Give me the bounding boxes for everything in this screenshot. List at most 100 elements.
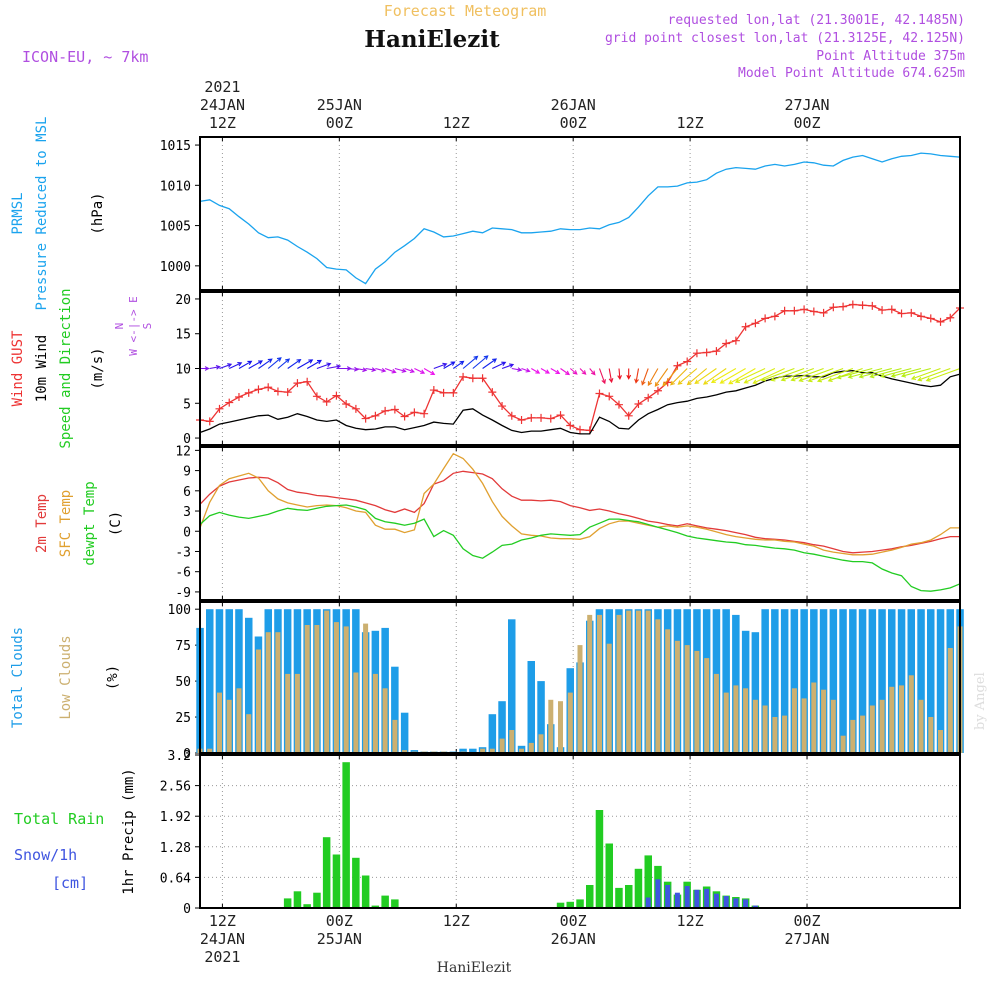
wind-gust-marker [624, 411, 633, 420]
clouds-ytick-label: 25 [175, 711, 191, 726]
bottom-time-label: 24JAN [200, 930, 245, 948]
clouds-bar [519, 748, 524, 753]
temperature-frame [199, 446, 961, 601]
wind-direction-arrow [847, 367, 883, 379]
wind-direction-arrow [492, 361, 507, 369]
precip-bar [615, 887, 623, 908]
wind-direction-arrow [521, 367, 531, 373]
clouds-bar [878, 609, 886, 753]
precip-bar [293, 891, 302, 908]
precip-bar [723, 896, 729, 908]
wind-gust-marker [517, 415, 526, 424]
precip-bar [332, 854, 341, 908]
precip-bar [625, 885, 633, 908]
wind-gust-marker [907, 308, 916, 317]
wind-gust-marker [946, 313, 955, 322]
wind-direction-arrow [209, 364, 221, 370]
clouds-bar [684, 645, 690, 753]
wind-direction-arrow [238, 360, 253, 369]
wind-direction-arrow [654, 368, 669, 387]
wind-gust-marker [488, 388, 497, 397]
wind-direction-arrow [297, 359, 314, 369]
clouds-bar [752, 699, 758, 753]
wind-gust-marker [322, 397, 331, 406]
temperature-ytick-label: -6 [175, 566, 191, 581]
wind-gust-marker [897, 309, 906, 318]
wind-gust-marker [770, 312, 779, 321]
clouds-bar [382, 688, 388, 753]
pressure-ytick-label: 1010 [160, 179, 191, 194]
precip-ylabel: 1hr Precip (mm) [121, 768, 137, 894]
footer-title: HaniElezit [437, 960, 512, 976]
precip-side-label: Snow/1h [14, 846, 77, 864]
model-altitude: Model Point Altitude 674.625m [738, 66, 965, 81]
wind-direction-arrow [316, 362, 332, 370]
precip-bar [645, 897, 651, 908]
wind-direction-arrow [670, 368, 688, 386]
clouds-bar [947, 648, 953, 753]
pressure-ylabel: Pressure Reduced to MSL [34, 117, 50, 311]
top-time-label: 25JAN [317, 96, 362, 114]
wind-gust-marker [429, 386, 438, 395]
clouds-bar [674, 640, 680, 753]
wind-direction-arrow [702, 368, 727, 385]
precip-bar [556, 902, 565, 908]
clouds-bar [324, 610, 330, 753]
temperature-ytick-label: 6 [183, 485, 191, 500]
clouds-bar [869, 705, 875, 753]
wind-direction-arrow [647, 368, 659, 387]
top-time-label: 2021 [204, 78, 240, 96]
temperature-ytick-label: -3 [175, 545, 191, 560]
clouds-bar [217, 692, 222, 753]
wind-direction-arrow [589, 368, 596, 376]
clouds-bar [410, 750, 419, 753]
top-time-label: 26JAN [551, 96, 596, 114]
wind-gust-marker [819, 308, 828, 317]
clouds-bar [304, 625, 310, 753]
clouds-bar [733, 685, 739, 753]
clouds-bar [918, 699, 924, 753]
clouds-ylabel: Low Clouds [58, 635, 74, 719]
wind-gust-marker [722, 339, 731, 348]
top-time-label: 24JAN [200, 96, 245, 114]
clouds-bar [810, 609, 818, 753]
precip-ytick-label: 2.56 [160, 780, 191, 795]
wind-gust-marker [215, 404, 224, 413]
clouds-bar [226, 699, 232, 753]
wind-direction-arrow [686, 368, 708, 386]
clouds-bar [508, 619, 516, 753]
clouds-bar [762, 705, 768, 753]
bottom-time-label: 12Z [443, 912, 470, 930]
precip-bar [595, 810, 604, 908]
precip-bar [704, 888, 710, 908]
wind-gust-marker [312, 392, 321, 401]
wind-direction-arrow [719, 368, 746, 384]
wind-ytick-label: 0 [183, 432, 191, 447]
precip-bar [576, 899, 584, 908]
temperature-panel: -9 -6 -3 0 3 6 9 12 2m Temp SFC Temp dewpt Temp (C) [34, 444, 961, 601]
point-altitude: Point Altitude 375m [816, 49, 965, 64]
wind-direction-arrow [617, 368, 623, 381]
wind-gust-marker [332, 391, 341, 400]
wind-direction-arrow [531, 368, 541, 374]
clouds-bar [888, 609, 896, 753]
clouds-bar [771, 609, 779, 753]
precip-bar [303, 904, 311, 908]
wind-direction-arrow [375, 367, 387, 373]
pressure-ytick-label: 1005 [160, 220, 191, 235]
temperature-ytick-label: 12 [175, 444, 191, 459]
wind-gust-marker [868, 301, 877, 310]
clouds-bar [917, 609, 925, 753]
clouds-bar [206, 609, 214, 753]
wind-ytick-label: 15 [175, 328, 191, 343]
wind-gust-marker [361, 414, 370, 423]
wind-gust-marker [576, 425, 584, 434]
clouds-unit: (%) [105, 665, 121, 690]
wind-gust-marker [741, 322, 750, 331]
wind-gust-marker [644, 393, 653, 402]
clouds-bar [790, 609, 799, 753]
clouds-bar [567, 692, 573, 753]
wind-direction-arrow [752, 368, 785, 384]
pressure-frame [199, 136, 961, 291]
wind-gust-marker [634, 399, 643, 408]
